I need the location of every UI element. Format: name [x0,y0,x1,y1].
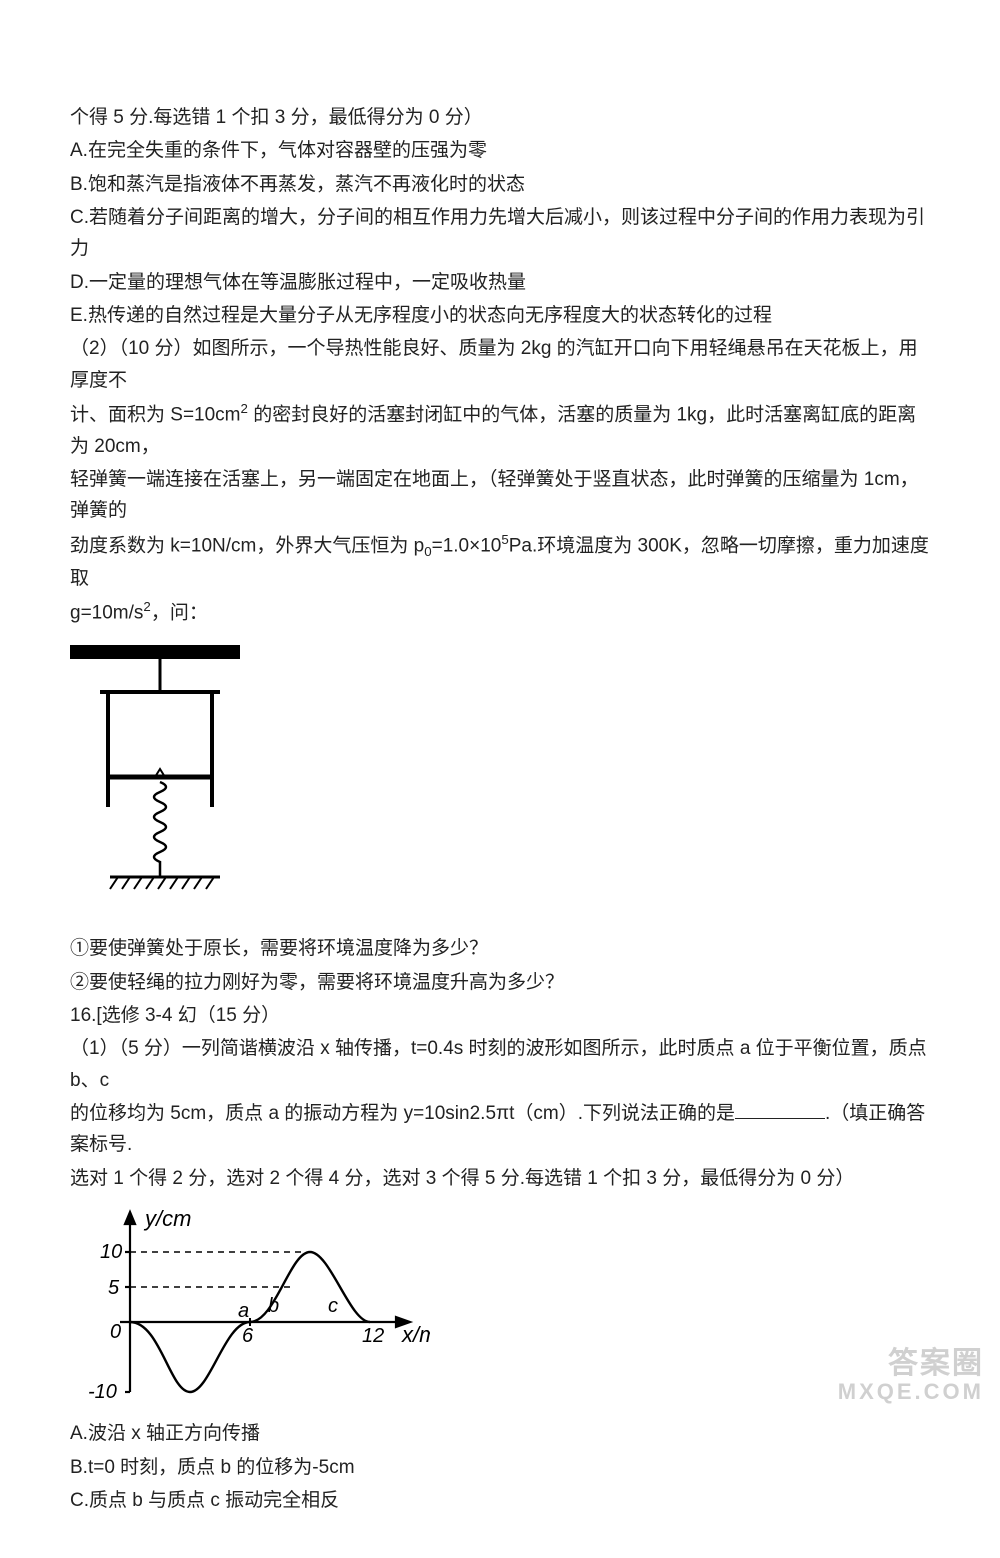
point-a-label: a [238,1300,249,1322]
figure-wave-plot: 10 5 0 -10 y/cm x/m 6 12 a b c [70,1202,930,1412]
q16-intro-c: 选对 1 个得 2 分，选对 2 个得 4 分，选对 3 个得 5 分.每选错 … [70,1163,930,1194]
text: 的位移均为 5cm，质点 a 的振动方程为 y=10sin2.5πt（cm）.下… [70,1103,735,1124]
sup-2: 2 [241,401,248,416]
y-tick-10: 10 [100,1241,122,1263]
q16-intro-b: 的位移均为 5cm，质点 a 的振动方程为 y=10sin2.5πt（cm）.下… [70,1098,930,1161]
watermark-line2: MXQE.COM [838,1380,984,1404]
sub-0: 0 [424,544,431,559]
text: g=10m/s [70,603,143,624]
y-tick-0: 0 [110,1321,121,1343]
q15-2-intro-a: （2）（10 分）如图所示，一个导热性能良好、质量为 2kg 的汽缸开口向下用轻… [70,333,930,396]
text: =1.0×10 [432,535,502,556]
figure-cylinder-spring [70,637,930,927]
q15-2-sub1: ①要使弹簧处于原长，需要将环境温度降为多少？ [70,933,930,964]
q16-A: A.波沿 x 轴正方向传播 [70,1418,930,1449]
q16-intro-a: （1）（5 分）一列简谐横波沿 x 轴传播，t=0.4s 时刻的波形如图所示，此… [70,1033,930,1096]
x-axis-label: x/m [401,1322,430,1347]
sup-5: 5 [501,532,508,547]
sup-2b: 2 [143,599,150,614]
x-tick-12: 12 [362,1325,384,1347]
watermark-line1: 答案圈 [838,1347,984,1380]
scoring-rule: 个得 5 分.每选错 1 个扣 3 分，最低得分为 0 分） [70,102,930,133]
q16-header: 16.[选修 3-4 幻（15 分） [70,1000,930,1031]
x-tick-6: 6 [242,1325,254,1347]
q15-1-E: E.热传递的自然过程是大量分子从无序程度小的状态向无序程度大的状态转化的过程 [70,300,930,331]
q15-1-A: A.在完全失重的条件下，气体对容器壁的压强为零 [70,135,930,166]
q15-1-D: D.一定量的理想气体在等温膨胀过程中，一定吸收热量 [70,267,930,298]
q15-2-intro-c: 轻弹簧一端连接在活塞上，另一端固定在地面上，（轻弹簧处于竖直状态，此时弹簧的压缩… [70,464,930,527]
y-tick-neg10: -10 [88,1381,117,1402]
text: ，问： [151,603,208,624]
q15-1-B: B.饱和蒸汽是指液体不再蒸发，蒸汽不再液化时的状态 [70,169,930,200]
text: 劲度系数为 k=10N/cm，外界大气压恒为 p [70,535,424,556]
corner-watermark: 答案圈 MXQE.COM [838,1347,984,1404]
q15-2-intro-d: 劲度系数为 k=10N/cm，外界大气压恒为 p0=1.0×105Pa.环境温度… [70,529,930,594]
fill-blank [735,1099,825,1119]
q16-B: B.t=0 时刻，质点 b 的位移为-5cm [70,1452,930,1483]
point-b-label: b [268,1295,279,1317]
point-c-label: c [328,1295,338,1317]
q15-2-intro-b: 计、面积为 S=10cm2 的密封良好的活塞封闭缸中的气体，活塞的质量为 1kg… [70,398,930,462]
text: 计、面积为 S=10cm [70,404,241,425]
q15-1-C: C.若随着分子间距离的增大，分子间的相互作用力先增大后减小，则该过程中分子间的作… [70,202,930,265]
y-tick-5: 5 [108,1277,120,1299]
y-axis-label: y/cm [143,1206,191,1231]
q15-2-sub2: ②要使轻绳的拉力刚好为零，需要将环境温度升高为多少？ [70,967,930,998]
q15-2-intro-e: g=10m/s2，问： [70,596,930,629]
q16-C: C.质点 b 与质点 c 振动完全相反 [70,1485,930,1516]
